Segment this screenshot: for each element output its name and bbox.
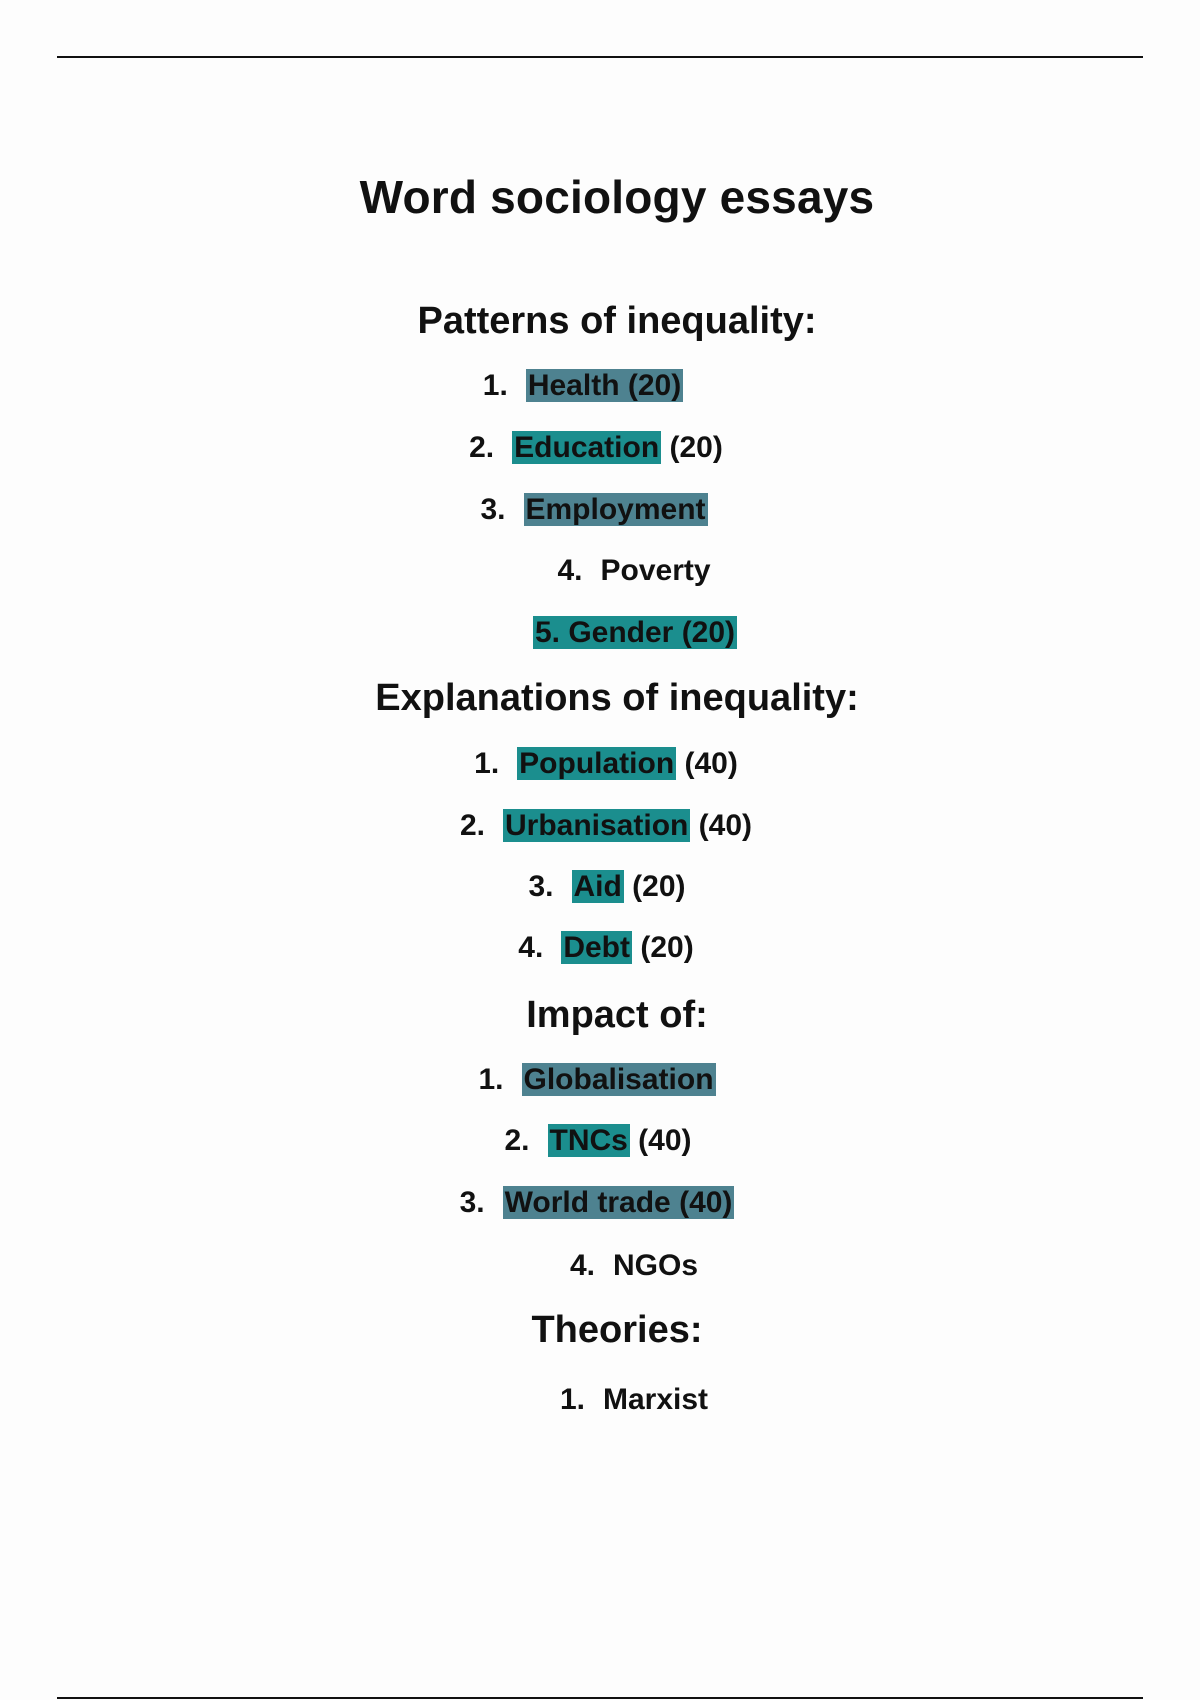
item-number: 3. [480,493,506,526]
item-text: (20) [632,931,694,964]
item-number: 3. [459,1186,485,1219]
item-number: 1. [474,747,500,780]
item-text: Marxist [602,1383,709,1416]
list-item: 1. Marxist [34,1383,1200,1417]
item-text: NGOs [613,1249,699,1282]
footer-rule [57,1697,1143,1699]
list-item: 2. Education (20) [0,431,1196,465]
section-heading-patterns: Patterns of inequality: [417,300,817,342]
header-rule [57,56,1143,58]
item-number: 5. [534,616,560,649]
item-text: (40) [690,809,753,842]
list-item: 1. Globalisation [0,1063,1197,1097]
item-number: 1. [478,1063,504,1096]
list-item: 2. Urbanisation (40) [6,809,1200,843]
item-number: 1. [482,369,508,402]
highlighted-text: Debt [561,931,632,964]
list-item: 3. World trade (40) [0,1186,1197,1220]
highlighted-text: Education [512,431,662,464]
highlighted-text: 5. Gender (20) [532,616,738,649]
list-item: 2. TNCs (40) [0,1124,1198,1158]
list-item: 4. NGOs [34,1249,1200,1283]
highlighted-text: Urbanisation [502,809,691,842]
list-item: 3. Aid (20) [7,870,1200,904]
item-number: 4. [518,931,544,964]
highlighted-text: Employment [523,493,708,526]
section-heading-explanations: Explanations of inequality: [375,677,859,719]
item-text: (20) [661,431,723,464]
list-item: 1. Health (20) [0,369,1183,403]
section-heading-impact: Impact of: [526,994,708,1036]
highlighted-text: Health (20) [525,369,684,402]
item-number: 2. [459,809,485,842]
item-text: (40) [629,1124,692,1157]
item-number: 1. [559,1383,585,1416]
item-number: 4. [557,554,583,587]
item-text: Poverty [600,554,711,587]
highlighted-text: Aid [571,870,624,903]
item-number: 4. [569,1249,595,1282]
item-label: Gender (20) [568,616,736,649]
item-number: 3. [528,870,554,903]
item-text: (40) [676,747,738,780]
item-text: (20) [623,870,686,903]
list-item: 1. Population (40) [6,747,1200,781]
section-heading-theories: Theories: [531,1309,703,1351]
highlighted-text: TNCs [547,1124,630,1157]
list-item: 5. Gender (20) [35,616,1200,650]
list-item: 3. Employment [0,493,1194,527]
highlighted-text: World trade (40) [502,1186,735,1219]
highlighted-text: Globalisation [521,1063,716,1096]
list-item: 4. Poverty [34,554,1200,588]
item-number: 2. [469,431,495,464]
highlighted-text: Population [517,747,677,780]
item-number: 2. [504,1124,530,1157]
list-item: 4. Debt (20) [6,931,1200,965]
document-title: Word sociology essays [359,171,875,223]
